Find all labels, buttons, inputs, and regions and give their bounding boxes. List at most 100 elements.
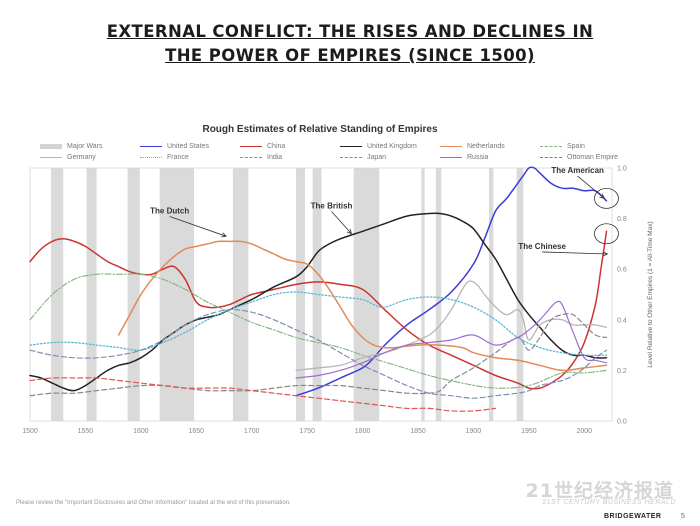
legend-item: United Kingdom (340, 141, 417, 152)
chart-title: Rough Estimates of Relative Standing of … (202, 124, 438, 135)
x-tick-label: 1550 (78, 428, 94, 435)
annotation-label: The American (551, 166, 604, 175)
major-war-band (312, 168, 322, 421)
annotation-arrowhead (346, 228, 352, 235)
highlight-circle-us (594, 187, 619, 209)
legend-swatch (40, 143, 62, 149)
legend-label: United Kingdom (367, 143, 417, 150)
legend-swatch (40, 156, 62, 158)
legend-swatch (340, 145, 362, 147)
series-line-spain (29, 273, 608, 389)
legend-label: China (267, 143, 286, 150)
legend-swatch (540, 156, 562, 158)
y-tick-label: 0.0 (617, 419, 627, 426)
x-tick-label: 1750 (299, 428, 315, 435)
legend-swatch (340, 156, 362, 158)
legend-item: Germany (40, 152, 96, 163)
major-war-band (435, 168, 442, 421)
slide-title-line-2: THE POWER OF EMPIRES (SINCE 1500) (165, 46, 535, 65)
annotation-arrowhead (602, 251, 608, 257)
y-axis-label: Level Relative to Other Empires (1 = All… (647, 221, 654, 367)
y-tick-label: 1.0 (617, 166, 627, 173)
legend-swatch (140, 156, 162, 158)
legend-swatch (540, 145, 562, 147)
major-war-band (127, 168, 140, 421)
annotation-arrow (169, 216, 227, 237)
legend-item: Russia (440, 152, 488, 163)
major-war-band (86, 168, 97, 421)
annotation-arrowhead (221, 232, 227, 238)
legend-label: Netherlands (467, 143, 505, 150)
series-line-russia (295, 300, 608, 379)
series-line-japan (29, 313, 608, 397)
legend-swatch (440, 156, 462, 158)
legend-item: Japan (340, 152, 386, 163)
x-tick-label: 2000 (576, 428, 592, 435)
legend-row: Major Wars United States China United Kingd… (40, 141, 640, 152)
disclaimer-text: Please review the "Important Disclosures… (16, 500, 291, 506)
highlight-circle-china (594, 223, 619, 245)
legend-item: Major Wars (40, 141, 103, 152)
x-tick-label: 1700 (244, 428, 260, 435)
legend-item: United States (140, 141, 209, 152)
legend-label: India (267, 154, 283, 161)
watermark: 21世纪经济报道 (525, 480, 674, 502)
major-war-band (51, 168, 64, 421)
legend-label: Japan (367, 154, 387, 161)
major-war-band (488, 168, 494, 421)
legend-label: France (167, 154, 189, 161)
annotation-label: The British (311, 201, 353, 210)
legend-item: India (240, 152, 282, 163)
annotation-arrow (542, 251, 608, 255)
major-war-band (159, 168, 195, 421)
legend-row: Germany France India Japan Russia Ottoman Emp… (40, 152, 640, 163)
x-tick-label: 1900 (466, 428, 482, 435)
major-war-band (516, 168, 524, 421)
annotation-label: The Chinese (518, 242, 566, 251)
legend-swatch (140, 145, 162, 147)
brand-logo: BRIDGEWATER (604, 513, 662, 520)
page-number: 5 (681, 513, 685, 520)
major-war-band (421, 168, 425, 421)
x-tick-label: 1600 (133, 428, 149, 435)
series-line-india (29, 309, 608, 399)
x-tick-label: 1850 (410, 428, 426, 435)
legend-item: Spain (540, 141, 585, 152)
y-tick-label: 0.8 (617, 216, 627, 223)
legend-item: Ottoman Empire (540, 152, 618, 163)
legend-item: France (140, 152, 189, 163)
chart-legend: Major Wars United States China United Kingd… (40, 141, 640, 163)
annotation-arrow (331, 211, 352, 235)
y-tick-label: 0.6 (617, 267, 627, 274)
legend-label: Russia (467, 154, 489, 161)
annotation-arrowhead (599, 193, 605, 199)
major-war-band (296, 168, 305, 421)
legend-item: China (240, 141, 285, 152)
legend-item: Netherlands (440, 141, 505, 152)
series-line-china (29, 230, 608, 390)
slide-title-line-1: EXTERNAL CONFLICT: THE RISES AND DECLINE… (106, 22, 594, 41)
legend-label: Major Wars (67, 143, 103, 150)
legend-swatch (240, 145, 262, 147)
major-war-band (232, 168, 249, 421)
annotation-label: The Dutch (150, 207, 189, 216)
y-tick-label: 0.4 (617, 317, 627, 324)
x-tick-label: 1500 (22, 428, 38, 435)
legend-label: Ottoman Empire (567, 154, 618, 161)
series-line-united-kingdom (29, 212, 608, 392)
watermark-subtitle: 21ST CENTURY BUSINESS HERALD (542, 499, 676, 506)
y-tick-label: 0.2 (617, 368, 627, 375)
x-tick-label: 1950 (521, 428, 537, 435)
series-line-netherlands (117, 240, 608, 372)
x-tick-label: 1650 (188, 428, 204, 435)
slide-title: EXTERNAL CONFLICT: THE RISES AND DECLINE… (0, 20, 700, 68)
major-war-band (353, 168, 380, 421)
series-line-ottoman-empire (29, 377, 497, 412)
legend-swatch (240, 156, 262, 158)
legend-label: United States (167, 143, 210, 150)
legend-swatch (440, 145, 462, 147)
series-line-france (29, 291, 608, 357)
legend-label: Germany (67, 154, 96, 161)
legend-label: Spain (567, 143, 585, 150)
